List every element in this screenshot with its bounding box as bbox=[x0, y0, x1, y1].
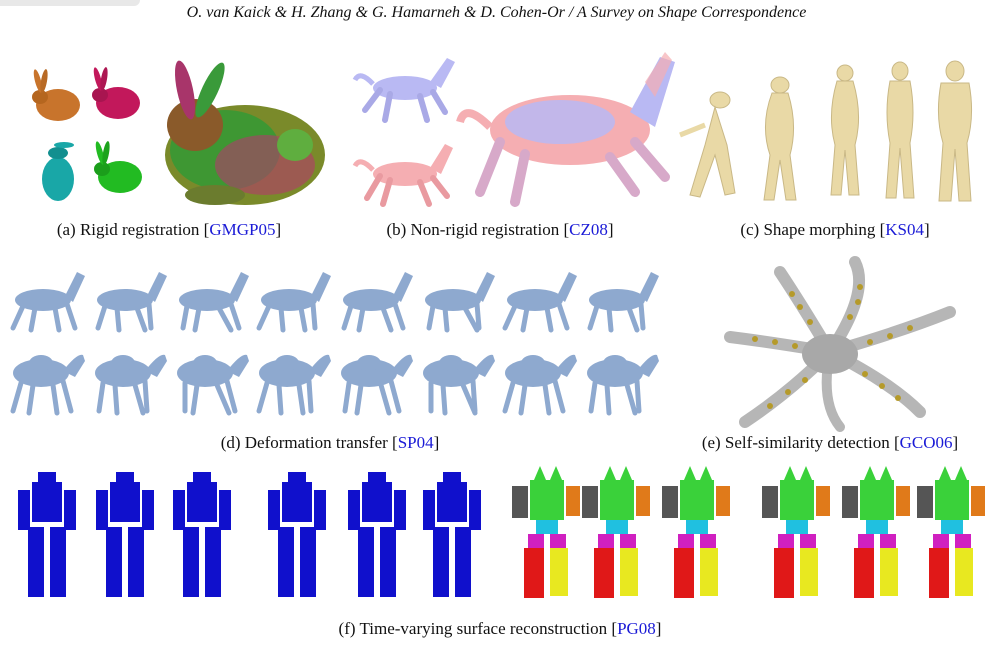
robot-segmented bbox=[512, 466, 580, 598]
bunny-green bbox=[94, 141, 142, 193]
robot-segmented bbox=[842, 466, 910, 598]
camel-pose bbox=[423, 354, 495, 416]
horse-pose bbox=[95, 272, 167, 333]
robot-segmented bbox=[917, 466, 985, 598]
caption-c-close: ] bbox=[924, 220, 930, 239]
morph-step-4 bbox=[885, 61, 915, 199]
morph-human bbox=[937, 60, 973, 202]
horse-lavender-small bbox=[352, 58, 455, 123]
horse-pose bbox=[587, 272, 659, 333]
citation-link-cz08[interactable]: CZ08 bbox=[569, 220, 608, 239]
caption-c-text: (c) Shape morphing [ bbox=[740, 220, 886, 239]
horse-illustration bbox=[352, 52, 675, 207]
caption-b-close: ] bbox=[607, 220, 614, 239]
panel-rigid-registration bbox=[20, 55, 325, 215]
caption-e-close: ] bbox=[952, 433, 959, 452]
caption-f-text: (f) Time-varying surface reconstruction … bbox=[338, 619, 618, 638]
caption-e: (e) Self-similarity detection [GCO06] bbox=[680, 433, 980, 453]
horse-pose bbox=[10, 272, 85, 333]
robot-point-cloud bbox=[18, 472, 76, 597]
caption-d-close: ] bbox=[433, 433, 440, 452]
horse-pink-small bbox=[352, 144, 453, 207]
citation-link-ks04[interactable]: KS04 bbox=[885, 220, 924, 239]
panel-time-varying-reconstruction bbox=[10, 466, 985, 612]
caption-f-close: ] bbox=[655, 619, 662, 638]
caption-e-text: (e) Self-similarity detection [ bbox=[701, 433, 900, 452]
caption-a: (a) Rigid registration [GMGP05] bbox=[34, 220, 304, 240]
deformation-illustration bbox=[10, 272, 659, 416]
camel-pose bbox=[341, 354, 413, 416]
caption-c: (c) Shape morphing [KS04] bbox=[700, 220, 970, 240]
caption-b-text: (b) Non-rigid registration [ bbox=[386, 220, 570, 239]
panel-non-rigid-registration bbox=[350, 42, 675, 217]
point-cloud-robots bbox=[18, 472, 481, 597]
caption-f: (f) Time-varying surface reconstruction … bbox=[290, 619, 710, 639]
caption-d: (d) Deformation transfer [SP04] bbox=[195, 433, 465, 453]
morphing-sequence bbox=[679, 60, 973, 202]
robot-point-cloud bbox=[348, 472, 406, 597]
robot-point-cloud bbox=[423, 472, 481, 597]
bunny-magenta bbox=[92, 67, 140, 119]
robot-point-cloud bbox=[268, 472, 326, 597]
panel-self-similarity bbox=[720, 256, 970, 432]
header-tab-decoration bbox=[0, 0, 140, 6]
citation-link-pg08[interactable]: PG08 bbox=[617, 619, 656, 638]
bunny-registered-large bbox=[165, 60, 325, 205]
horse-pose bbox=[341, 272, 413, 333]
panel-deformation-transfer bbox=[5, 258, 670, 423]
caption-d-text: (d) Deformation transfer [ bbox=[220, 433, 398, 452]
caption-a-close: ] bbox=[275, 220, 282, 239]
running-header: O. van Kaick & H. Zhang & G. Hamarneh & … bbox=[186, 4, 807, 21]
horse-overlay-large bbox=[456, 52, 675, 207]
robot-segmented bbox=[762, 466, 830, 598]
bunny-illustration bbox=[32, 60, 325, 205]
horse-pose bbox=[425, 272, 495, 333]
camel-pose bbox=[256, 354, 331, 416]
camel-pose bbox=[95, 354, 167, 416]
bunny-teal bbox=[42, 142, 74, 201]
camel-pose bbox=[502, 354, 577, 416]
morph-skeleton-dino bbox=[679, 91, 736, 198]
horse-pose bbox=[256, 272, 331, 333]
camel-pose-row bbox=[10, 354, 659, 416]
robot-illustration bbox=[18, 466, 985, 598]
camel-pose bbox=[177, 354, 249, 416]
horse-pose bbox=[179, 272, 249, 333]
robot-point-cloud bbox=[173, 472, 231, 597]
robot-segmented bbox=[662, 466, 730, 598]
robot-segmented bbox=[582, 466, 650, 598]
camel-pose bbox=[10, 354, 85, 416]
caption-b: (b) Non-rigid registration [CZ08] bbox=[355, 220, 645, 240]
segmented-robots bbox=[512, 466, 985, 598]
citation-link-gmgp05[interactable]: GMGP05 bbox=[209, 220, 276, 239]
citation-link-gco06[interactable]: GCO06 bbox=[899, 433, 953, 452]
morph-step-3 bbox=[830, 64, 860, 196]
robot-point-cloud bbox=[96, 472, 154, 597]
horse-pose bbox=[502, 272, 577, 333]
morph-step-2 bbox=[763, 76, 797, 201]
camel-pose bbox=[587, 354, 659, 416]
citation-link-sp04[interactable]: SP04 bbox=[397, 433, 434, 452]
panel-shape-morphing bbox=[670, 55, 980, 215]
octopus-illustration bbox=[724, 256, 956, 432]
caption-a-text: (a) Rigid registration [ bbox=[56, 220, 210, 239]
horse-pose-row bbox=[10, 272, 659, 333]
bunny-orange bbox=[32, 69, 80, 121]
